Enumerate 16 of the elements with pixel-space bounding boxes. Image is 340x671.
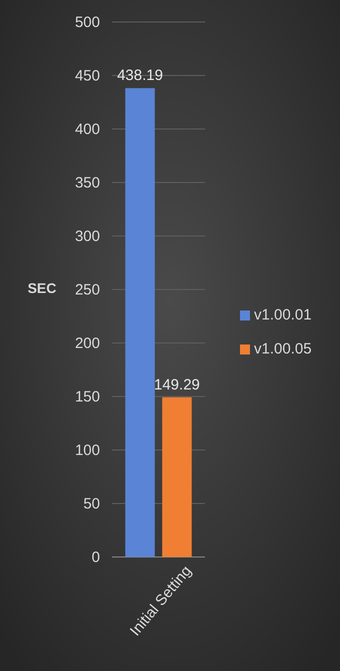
y-tick-label: 350 xyxy=(74,174,100,192)
y-tick-label: 400 xyxy=(74,120,100,138)
y-tick-label: 500 xyxy=(74,14,100,31)
y-tick-label: 150 xyxy=(74,388,100,406)
y-axis-title: SEC xyxy=(28,280,56,296)
y-tick-label: 50 xyxy=(83,495,100,512)
legend-label: v1.00.05 xyxy=(254,340,312,358)
y-tick-label: 200 xyxy=(74,334,100,352)
y-tick-label: 450 xyxy=(74,67,100,84)
data-label: 438.19 xyxy=(117,67,163,84)
legend-label: v1.00.01 xyxy=(254,306,312,324)
y-tick-label: 250 xyxy=(74,281,100,298)
y-tick-label: 0 xyxy=(92,548,100,566)
y-tick-label: 100 xyxy=(74,442,100,459)
y-tick-label: 300 xyxy=(74,228,100,245)
data-label: 149.29 xyxy=(154,376,200,394)
